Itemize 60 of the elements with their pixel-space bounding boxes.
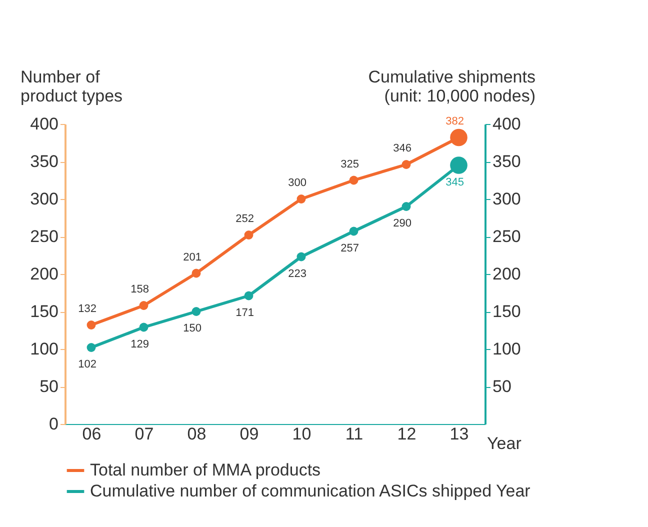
point [402,160,411,169]
y2-axis-title: Cumulative shipments (unit: 10,000 nodes) [368,68,536,106]
x-tick-label: 07 [134,424,154,444]
y-tick-label: 300 [30,190,58,208]
y2-tick-label: 200 [492,264,521,284]
point [86,343,96,352]
y2-tick-label: 150 [492,302,521,321]
y2-tick-label: 100 [492,340,521,358]
data-label: 252 [236,213,254,225]
data-label: 346 [393,142,412,154]
y-tick-label: 350 [30,152,58,171]
point [86,320,96,330]
y-tick-label: 250 [30,227,58,246]
y-tick-label: 100 [30,340,58,358]
data-label: 223 [288,268,306,280]
y-tick-label: 150 [30,302,58,321]
point [349,226,358,236]
data-label: 171 [236,306,254,319]
data-label: 257 [340,242,359,254]
data-label: 300 [288,177,306,189]
y-axis-title: Number of product types [20,68,123,106]
data-label: 158 [130,284,149,296]
y2-tick-label: 50 [492,377,512,396]
data-label: 290 [393,218,412,230]
point [139,322,148,332]
data-label: 382 [446,116,464,128]
point [296,194,306,204]
x-axis-title: Year [487,434,522,453]
point [139,301,148,310]
x-tick-label: 06 [82,424,102,444]
data-label: 132 [78,303,96,315]
y-tick-label: 50 [40,377,58,396]
data-label: 129 [130,338,149,350]
x-tick-label: 13 [450,424,469,444]
y-tick-label: 0 [49,414,58,434]
x-tick-label: 10 [292,424,312,444]
data-label: 201 [183,251,202,264]
y2-tick-label: 300 [492,190,521,208]
x-tick-label: 08 [187,424,206,444]
y-tick-label: 400 [30,114,58,134]
data-label: 325 [340,158,359,170]
x-tick-label: 12 [397,424,416,444]
data-label: 102 [78,358,96,370]
y2-tick-label: 350 [492,152,521,171]
y2-tick-label: 250 [492,227,521,246]
x-tick-label: 09 [240,424,259,444]
point [296,252,306,262]
x-tick-label: 11 [345,424,364,444]
point [192,268,201,278]
legend-label: Cumulative number of communication ASICs shipped Year [90,482,531,500]
point [244,230,254,240]
y2-tick-label: 400 [492,114,521,134]
data-label: 150 [183,322,202,334]
point [402,202,411,211]
data-label: 345 [446,176,464,188]
point [192,307,201,316]
y-tick-label: 200 [30,264,58,284]
point [349,176,358,185]
legend-label: Total number of MMA products [90,460,321,480]
point [244,291,254,300]
